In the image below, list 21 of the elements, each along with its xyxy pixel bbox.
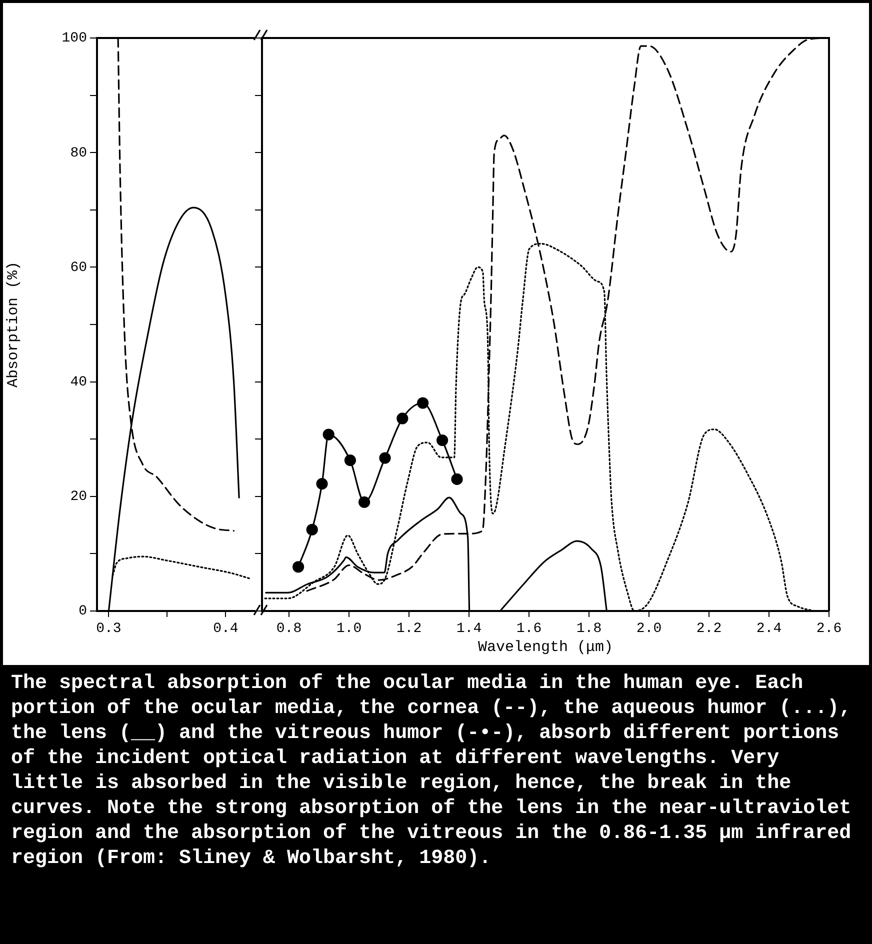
x-tick-label: 1.0 xyxy=(336,621,362,638)
y-tick-label: 40 xyxy=(70,374,87,391)
x-tick-label: 2.0 xyxy=(636,621,662,638)
y-tick-label: 100 xyxy=(62,30,87,47)
x-tick-label: 0.4 xyxy=(213,621,238,638)
x-tick-label: 1.4 xyxy=(456,621,482,638)
y-tick-label: 60 xyxy=(70,260,87,276)
x-tick-label: 1.6 xyxy=(516,621,542,638)
text: The spectral absorption of the ocular media in the human eye. Each portion of the ocular media, the cornea (--), the aqueous humor (...), the lens (__) and the vitreous humor (-•-), absorb different portions of the incident optical radiation at different wavelengths. Very little is absorbed in the visible region, hence, the break in the curves. Note the strong absorption of the lens in the near-ultraviolet region and the absorption of the vitreous in the 0.86-1.35 μm infrared region (From: Sliney & Wolbarsht, 1980). xyxy=(11,671,852,871)
x-axis-title: Wavelength (μm) xyxy=(478,638,614,656)
x-tick-label: 2.6 xyxy=(816,621,842,638)
y-tick-label: 20 xyxy=(70,489,87,506)
x-tick-label: 1.2 xyxy=(396,621,422,638)
x-tick-label: 1.8 xyxy=(576,621,602,638)
y-tick-label: 80 xyxy=(70,145,87,162)
x-tick-label: 0.8 xyxy=(276,621,302,638)
x-tick-label: 2.2 xyxy=(696,621,722,638)
y-axis-title: Absorption (%) xyxy=(4,261,22,388)
x-tick-label: 0.3 xyxy=(96,621,122,638)
x-tick-label: 2.4 xyxy=(756,621,782,638)
y-tick-label: 0 xyxy=(78,604,87,620)
